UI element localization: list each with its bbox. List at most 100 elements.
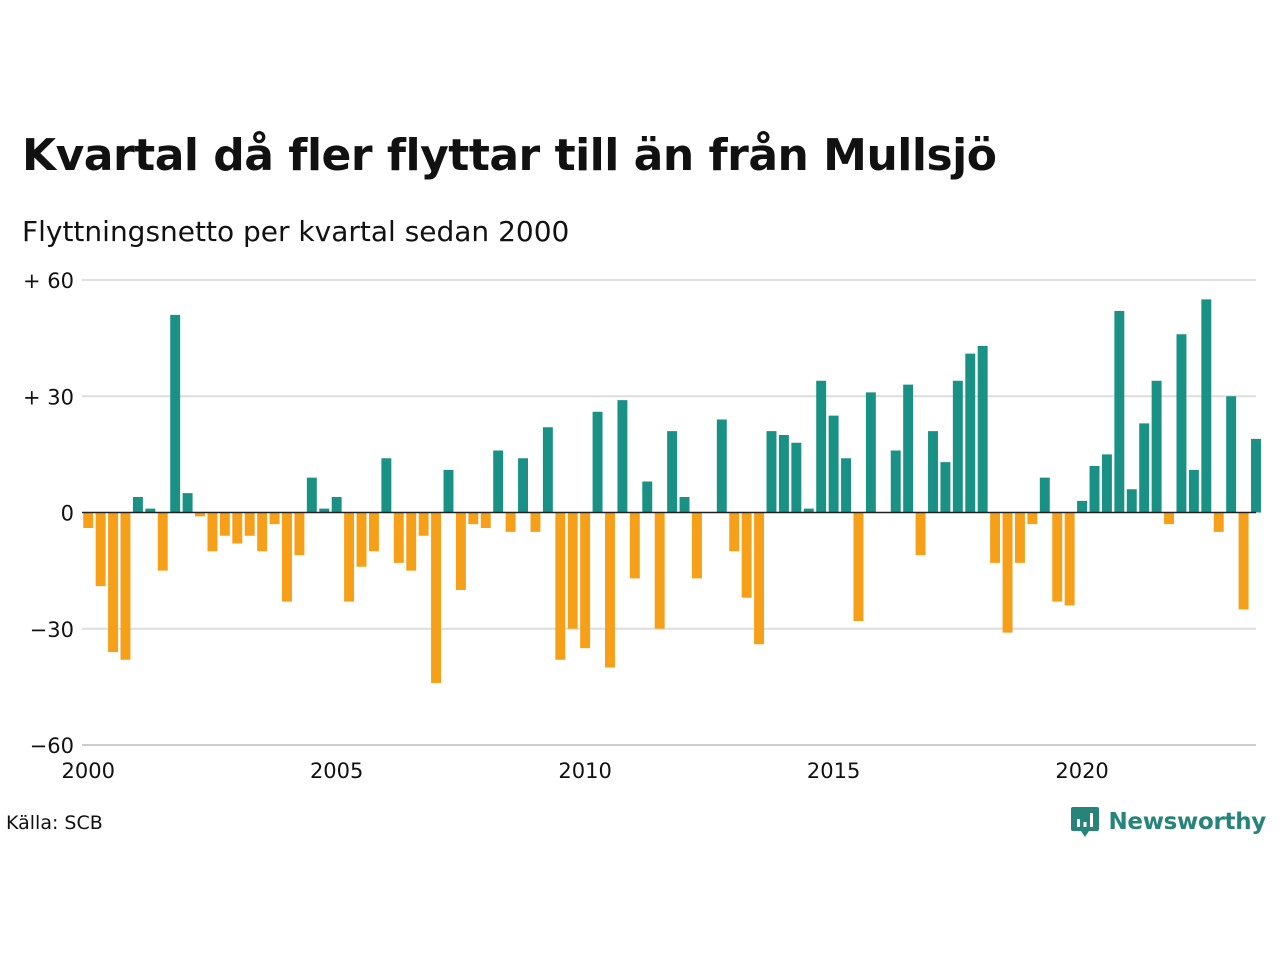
bar xyxy=(654,512,665,629)
bar xyxy=(306,477,317,513)
bar xyxy=(83,512,94,528)
bar xyxy=(1027,512,1038,525)
bar xyxy=(1014,512,1025,563)
bar xyxy=(132,497,143,513)
source-note: Källa: SCB xyxy=(6,812,103,834)
bar xyxy=(431,512,442,683)
bar xyxy=(915,512,926,556)
bar xyxy=(455,512,466,590)
bar xyxy=(1114,311,1125,513)
y-tick-label: + 30 xyxy=(23,385,74,409)
brand-name: Newsworthy xyxy=(1108,809,1266,835)
bar xyxy=(356,512,367,567)
bar xyxy=(542,427,553,513)
bars xyxy=(83,299,1261,683)
bar xyxy=(865,392,876,513)
bar xyxy=(990,512,1001,563)
bar xyxy=(95,512,106,587)
bar xyxy=(493,450,504,513)
bar xyxy=(1164,512,1175,525)
bar xyxy=(667,431,678,513)
y-tick-label: −30 xyxy=(30,618,74,642)
bar xyxy=(1201,299,1212,513)
bar xyxy=(1064,512,1075,606)
bar xyxy=(642,481,653,513)
bar xyxy=(518,458,528,513)
bar xyxy=(1151,380,1162,513)
bar xyxy=(1139,423,1150,513)
bar xyxy=(716,419,727,513)
bar xyxy=(381,458,392,513)
bar xyxy=(977,345,988,513)
bar-chart: + 60 + 30 0 −30 −60 2000 2005 2010 2015 2020 xyxy=(23,269,1261,783)
bar xyxy=(269,512,280,525)
bar xyxy=(1251,438,1261,513)
brand-logo[interactable]: Newsworthy xyxy=(1070,804,1266,840)
bar xyxy=(219,512,230,536)
bar xyxy=(1089,466,1100,513)
bar xyxy=(1126,489,1137,513)
bar xyxy=(157,512,168,571)
bar xyxy=(629,512,640,579)
bar xyxy=(207,512,218,552)
bar xyxy=(480,512,491,528)
x-axis xyxy=(82,511,1256,746)
bar xyxy=(244,512,255,536)
bar xyxy=(344,512,355,602)
bar xyxy=(1238,512,1249,610)
x-axis-labels: 2000 2005 2010 2015 2020 xyxy=(61,759,1108,783)
bar xyxy=(1101,454,1112,513)
bar xyxy=(729,512,740,552)
bar xyxy=(468,512,479,525)
chart-subtitle: Flyttningsnetto per kvartal sedan 2000 xyxy=(22,215,570,248)
bar xyxy=(741,512,752,598)
bar xyxy=(170,314,181,513)
bar xyxy=(282,512,292,602)
bar xyxy=(766,431,777,513)
bar xyxy=(816,380,827,513)
bar xyxy=(965,353,976,513)
bar xyxy=(791,442,802,513)
bar xyxy=(1226,396,1237,513)
bar xyxy=(145,508,156,513)
bar xyxy=(952,380,963,513)
y-tick-label: −60 xyxy=(30,734,74,758)
bar xyxy=(1176,334,1187,513)
bar xyxy=(1052,512,1063,602)
bar xyxy=(928,431,938,513)
bar xyxy=(368,512,379,552)
bar xyxy=(319,508,330,513)
bar xyxy=(443,469,454,513)
newsworthy-logo-icon xyxy=(1071,807,1100,837)
bar xyxy=(108,512,119,652)
bar xyxy=(555,512,566,660)
x-tick-label: 2020 xyxy=(1055,759,1108,783)
bar xyxy=(903,384,914,513)
bar xyxy=(418,512,429,536)
bar xyxy=(778,435,789,513)
bar xyxy=(182,493,193,513)
chart-title: Kvartal då fler flyttar till än från Mul… xyxy=(22,130,997,181)
bar xyxy=(1039,477,1050,513)
bar xyxy=(530,512,541,532)
x-tick-label: 2015 xyxy=(807,759,860,783)
bar xyxy=(828,415,839,513)
bar xyxy=(853,512,864,621)
bar xyxy=(567,512,578,629)
bar xyxy=(1188,469,1199,513)
bar xyxy=(1213,512,1224,532)
y-tick-label: + 60 xyxy=(23,269,74,293)
bar xyxy=(195,512,205,517)
bar xyxy=(617,400,628,513)
y-tick-label: 0 xyxy=(61,502,74,526)
y-axis-labels: + 60 + 30 0 −30 −60 xyxy=(23,269,74,758)
bar xyxy=(257,512,268,552)
bar xyxy=(803,508,814,513)
bar xyxy=(841,458,851,513)
bar xyxy=(890,450,901,513)
bar xyxy=(940,462,951,513)
bar xyxy=(331,497,342,513)
bar xyxy=(393,512,404,563)
bar xyxy=(1002,512,1013,633)
x-tick-label: 2010 xyxy=(558,759,611,783)
